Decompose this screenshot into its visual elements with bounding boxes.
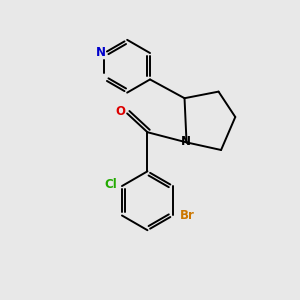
Text: Cl: Cl <box>104 178 117 190</box>
Text: Br: Br <box>180 209 195 223</box>
Text: N: N <box>181 135 190 148</box>
Text: N: N <box>96 46 106 59</box>
Text: O: O <box>116 105 126 119</box>
